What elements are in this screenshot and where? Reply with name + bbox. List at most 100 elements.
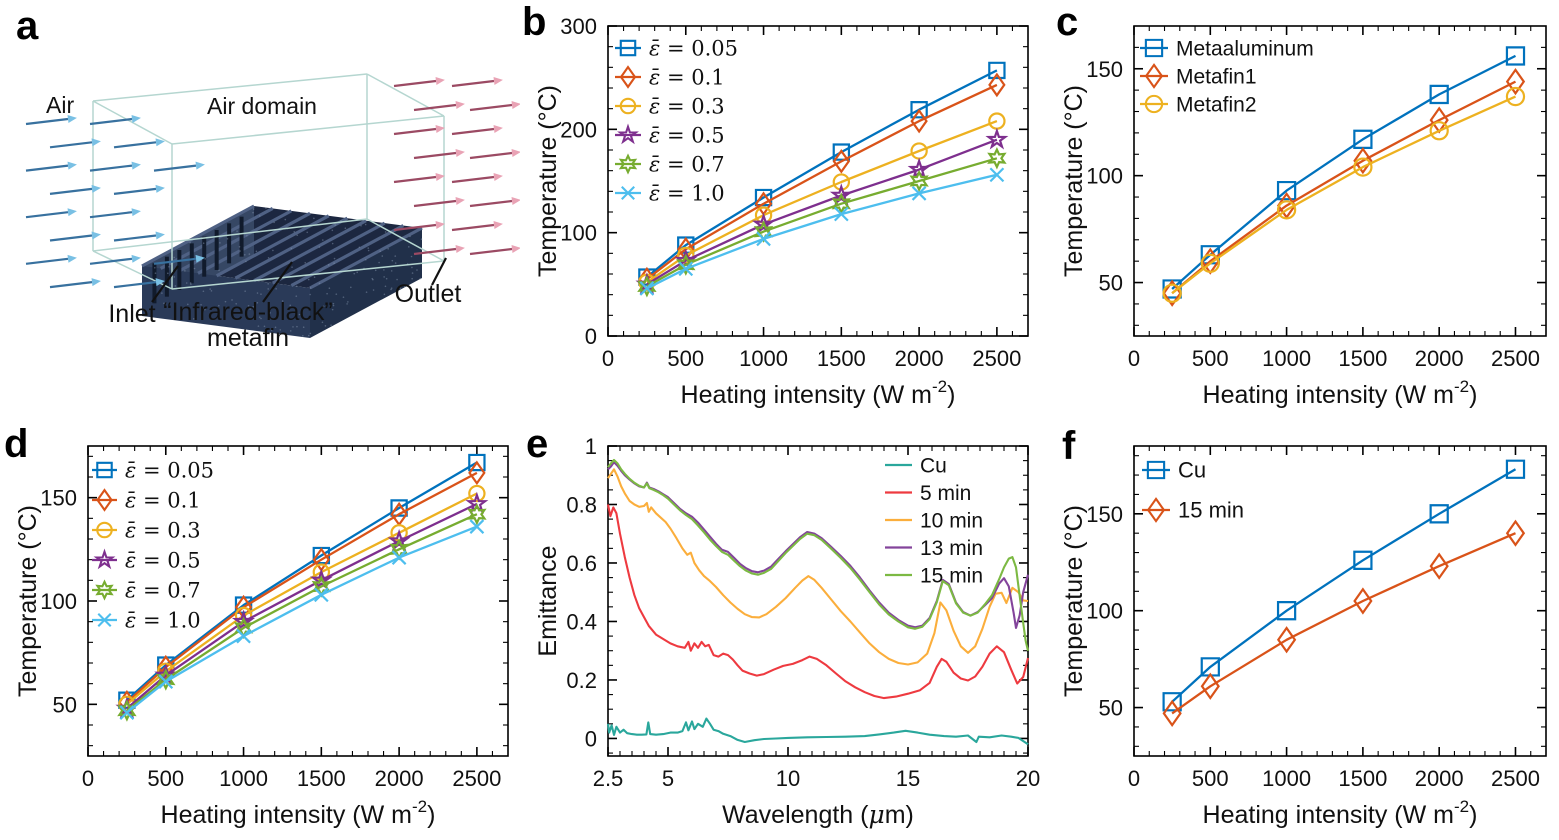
legend-item-metafin2: Metafin2 [1140,94,1257,117]
svg-text:0: 0 [585,726,597,751]
svg-text:2500: 2500 [1491,766,1540,791]
series-c-metaaluminum [1162,46,1526,299]
panel-letter-b: b [522,0,547,44]
svg-text:20: 20 [1016,766,1040,791]
legend-item-13-min: 13 min [885,537,983,560]
series-d-1-0 [119,519,485,720]
legend-label-0-5: ε̄ = 0.5 [125,549,201,573]
legend-item-0-1: ε̄ = 0.1 [615,65,725,90]
svg-text:200: 200 [560,117,597,142]
legend-item-1-0: ε̄ = 1.0 [92,609,201,633]
panel-letter-e: e [526,422,549,466]
x-axis-label-e: Wavelength (μm) [722,800,914,829]
series-b-1-0 [639,167,1005,296]
air-domain-label: Air domain [207,93,317,119]
series-f-15-min [1162,519,1526,727]
panel-b-chart: 0 500 1000 1500 2000 2500 0 100 200 300 Heating in… [520,0,1050,420]
legend-b: ε̄ = 0.05 ε̄ = 0.1 ε̄ = 0.3 ε̄ = 0.5 ε̄ = 0.… [615,37,738,206]
svg-text:150: 150 [40,486,77,511]
svg-text:0.2: 0.2 [566,668,597,693]
legend-item-15-min: 15 min [885,565,983,588]
svg-text:2000: 2000 [1415,346,1464,371]
svg-text:100: 100 [1086,599,1123,624]
outlet-arrows [393,77,520,256]
air-label: Air [46,92,74,118]
legend-d: ε̄ = 0.05 ε̄ = 0.1 ε̄ = 0.3 ε̄ = 0.5 ε̄ = 0.… [92,459,214,633]
panel-d-chart: 0 500 1000 1500 2000 2500 50 100 150 Heating inte… [0,420,520,840]
panel-letter-f: f [1062,424,1076,468]
svg-text:2500: 2500 [972,346,1021,371]
legend-item-0-5: ε̄ = 0.5 [92,549,201,573]
chart-f: 0 500 1000 1500 2000 2500 50 100 150 Heating inte… [1060,445,1547,829]
y-axis-label-e: Emittance [534,545,562,656]
legend-item-cu: Cu [885,455,947,478]
chart-e: 2.5 5 10 15 20 0 0.2 0.4 0.6 0.8 1 Wavelength (μm) E… [534,434,1040,829]
svg-text:2500: 2500 [452,766,501,791]
x-axis-label-f: Heating intensity (W m-2) [1203,797,1478,829]
panel-f-chart: 0 500 1000 1500 2000 2500 50 100 150 Heating inte… [1050,420,1559,840]
legend-label-0-3: ε̄ = 0.3 [125,519,201,543]
legend-label-15-min: 15 min [1178,498,1244,523]
tick-labels-b: 0 500 1000 1500 2000 2500 0 100 200 300 [560,14,1021,371]
panel-letter-c: c [1056,0,1079,44]
svg-text:500: 500 [147,766,184,791]
tick-labels-f: 0 500 1000 1500 2000 2500 50 100 150 [1086,502,1540,791]
legend-label-metaaluminum: Metaaluminum [1176,38,1314,61]
svg-text:0: 0 [82,766,94,791]
legend-label-10-min: 10 min [920,510,983,533]
inlet-arrows [25,115,205,289]
series-b-0-7 [637,147,1007,298]
x-axis-label-b: Heating intensity (W m-2) [681,377,956,409]
x-axis-label-d: Heating intensity (W m-2) [161,797,436,829]
legend-label-metafin2: Metafin2 [1176,94,1257,117]
y-axis-label-d: Temperature (°C) [14,505,42,697]
legend-item-5-min: 5 min [885,482,971,505]
legend-item-0-7: ε̄ = 0.7 [615,153,725,177]
svg-text:1000: 1000 [739,346,788,371]
svg-text:2000: 2000 [895,346,944,371]
svg-text:0.6: 0.6 [566,551,597,576]
svg-text:2000: 2000 [1415,766,1464,791]
svg-text:10: 10 [776,766,800,791]
legend-item-0-3: ε̄ = 0.3 [92,519,201,543]
y-axis-label-b: Temperature (°C) [534,85,562,277]
axes-f [1133,445,1547,757]
legend-label-1-0: ε̄ = 1.0 [125,609,201,633]
legend-label-0-7: ε̄ = 0.7 [649,153,725,177]
outlet-label: Outlet [395,280,462,308]
svg-text:5: 5 [662,766,674,791]
series-e-10-min [607,468,1029,666]
legend-label-0-5: ε̄ = 0.5 [649,124,725,148]
svg-text:0: 0 [602,346,614,371]
series-e-5-min [606,504,1030,700]
svg-text:100: 100 [1086,164,1123,189]
leader-lines [151,257,447,303]
legend-label-0-05: ε̄ = 0.05 [649,37,738,61]
legend-item-metaaluminum: Metaaluminum [1140,38,1314,61]
series-f-cu [1162,459,1526,712]
legend-item-0-05: ε̄ = 0.05 [92,459,214,483]
svg-text:2500: 2500 [1491,346,1540,371]
svg-text:2.5: 2.5 [593,766,624,791]
x-axis-label-c: Heating intensity (W m-2) [1203,377,1478,409]
legend-label-1-0: ε̄ = 1.0 [649,182,725,206]
legend-label-0-3: ε̄ = 0.3 [649,95,725,119]
legend-label-0-7: ε̄ = 0.7 [125,579,201,603]
legend-label-15-min: 15 min [920,565,983,588]
svg-text:0: 0 [1128,346,1140,371]
legend-item-0-5: ε̄ = 0.5 [615,124,725,148]
legend-label-0-1: ε̄ = 0.1 [649,66,725,90]
series-e-15-min [607,458,1030,651]
axes-d [87,445,509,757]
legend-item-1-0: ε̄ = 1.0 [615,182,725,206]
tick-labels-c: 0 500 1000 1500 2000 2500 50 100 150 [1086,57,1540,371]
panel-letter-a: a [16,4,39,48]
legend-f: Cu 15 min [1142,458,1244,523]
inlet-label: Inlet [108,300,155,328]
svg-text:150: 150 [1086,502,1123,527]
svg-text:2000: 2000 [375,766,424,791]
svg-text:50: 50 [1099,271,1123,296]
legend-item-metafin1: Metafin1 [1140,63,1257,89]
legend-label-0-1: ε̄ = 0.1 [125,489,201,513]
